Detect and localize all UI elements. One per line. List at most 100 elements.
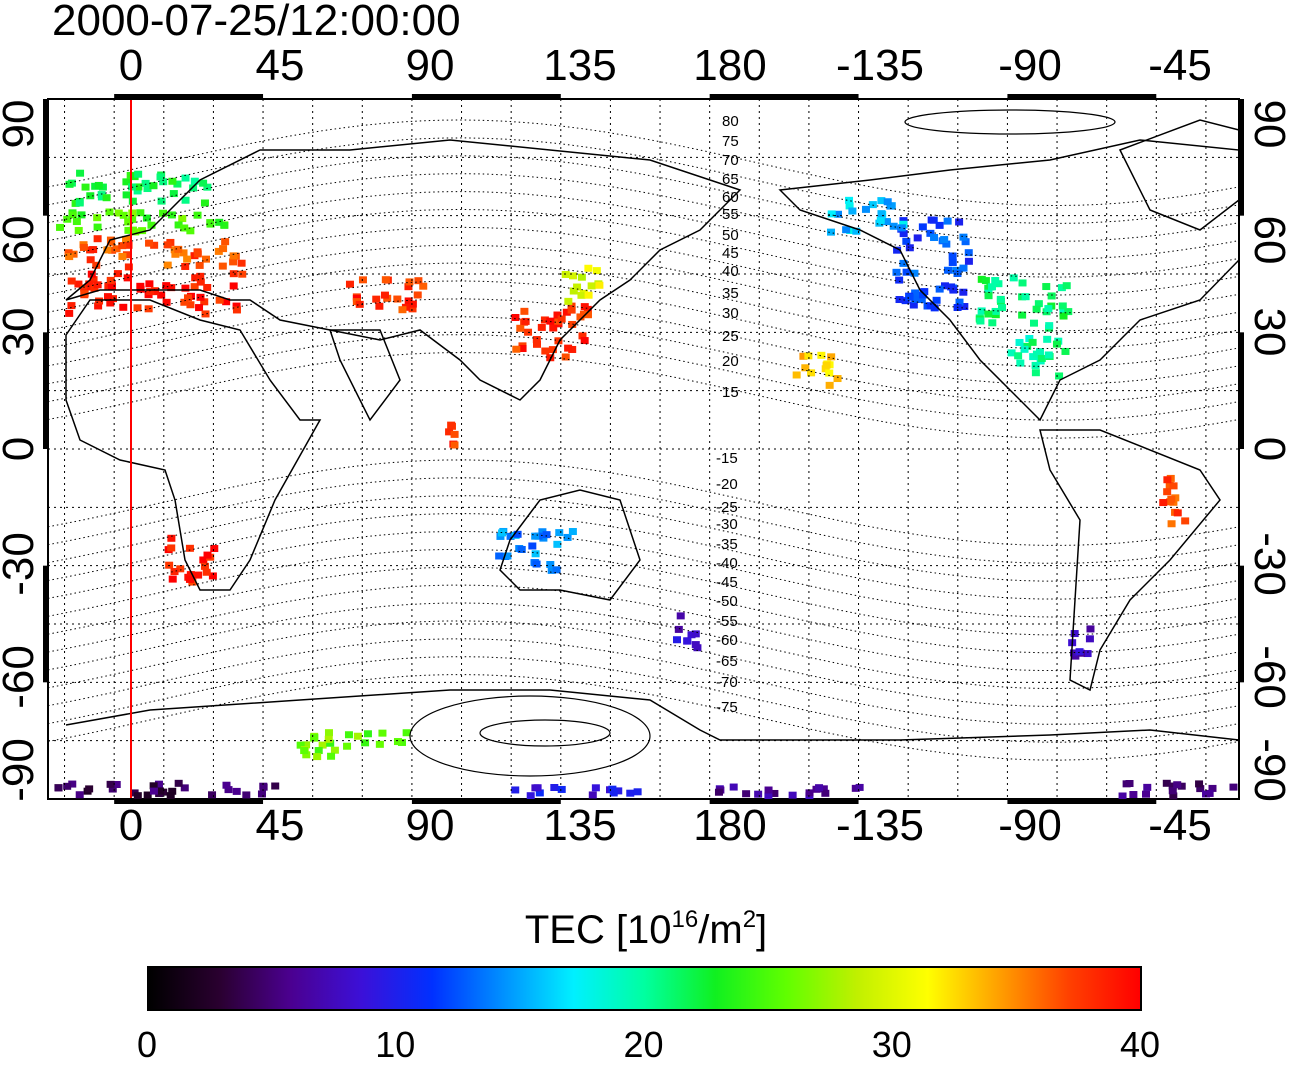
tec-cell (804, 352, 813, 360)
contour-line (47, 602, 1240, 690)
tec-cell (98, 183, 107, 191)
tec-cell (1163, 476, 1172, 484)
tec-cell (996, 295, 1005, 303)
tec-cell (168, 787, 177, 795)
tec-cell (86, 192, 95, 200)
contour-line (47, 334, 1240, 421)
contour-label: -30 (716, 516, 738, 533)
tec-cell (157, 291, 166, 299)
longitude-tick-label: 180 (693, 801, 767, 850)
contour-line (47, 155, 1240, 242)
tec-cell (136, 285, 145, 293)
tec-cell (580, 303, 589, 311)
tec-cell (179, 249, 188, 257)
frame-tick-right (1239, 99, 1244, 216)
tec-cell (876, 216, 885, 224)
tec-cell (203, 551, 212, 559)
tec-cell (145, 239, 154, 247)
colorbar-title: TEC [1016/m2] (524, 906, 768, 952)
tec-cell (827, 228, 836, 236)
tec-cell (122, 178, 131, 186)
tec-cell (141, 179, 150, 187)
tec-cell (683, 637, 692, 645)
tec-cell (512, 345, 521, 353)
tec-cell (76, 169, 85, 177)
tec-cell (133, 187, 142, 195)
tec-cell (520, 307, 529, 315)
tec-cell (930, 304, 939, 312)
longitude-tick-label: -90 (998, 41, 1062, 90)
frame-tick-left (43, 565, 48, 683)
tec-cell (102, 194, 111, 202)
tec-cell (221, 238, 230, 246)
tec-cell (314, 747, 323, 755)
contour-line (47, 513, 1240, 600)
tec-cell (326, 739, 335, 747)
tec-cell (67, 302, 76, 310)
longitude-tick-label: 0 (118, 801, 144, 850)
tec-cell (128, 197, 137, 205)
tec-cell (190, 283, 199, 291)
longitude-tick-label: -135 (835, 801, 925, 850)
tec-cell (926, 302, 935, 310)
tec-cell (214, 247, 223, 255)
contour-line (47, 656, 1240, 743)
tec-cell (1014, 352, 1023, 360)
tec-cell (821, 365, 830, 373)
colorbar-tick-label: 30 (871, 1024, 912, 1065)
tec-cell (145, 280, 154, 288)
tec-cell (398, 306, 407, 314)
tec-cell (169, 190, 178, 198)
tec-cell (591, 784, 600, 792)
tec-cell (911, 289, 920, 297)
tec-cell (208, 791, 217, 799)
contour-loop (479, 719, 611, 747)
longitude-tick-label: 90 (405, 41, 455, 90)
tec-cell (344, 731, 353, 739)
tec-cell (136, 209, 145, 217)
tec-cell (889, 222, 898, 230)
tec-cell (1059, 312, 1068, 320)
tec-cell (181, 262, 190, 270)
tec-cell (991, 276, 1000, 284)
latitude-tick-label: -90 (1245, 738, 1292, 802)
longitude-tick-label: -135 (835, 41, 925, 90)
tec-cell (825, 381, 834, 389)
tec-cell (229, 282, 238, 290)
tec-cell (176, 565, 185, 573)
contour-label: -75 (716, 699, 738, 716)
tec-cell (882, 218, 891, 226)
tec-cell (578, 332, 587, 340)
frame-tick-right (1239, 332, 1244, 449)
tec-cell (899, 220, 908, 228)
tec-cell (103, 246, 112, 254)
contour-line (47, 548, 1240, 636)
colorbar-tick-label: 20 (623, 1024, 664, 1065)
tec-cell (74, 226, 83, 234)
tec-cell (1167, 495, 1176, 503)
contour-line (47, 638, 1240, 725)
tec-cell (557, 785, 566, 793)
tec-cell (404, 283, 413, 291)
tec-cell (75, 199, 84, 207)
tec-cell (819, 785, 828, 793)
tec-cell (199, 179, 208, 187)
tec-cell (167, 211, 176, 219)
tec-cell (569, 272, 578, 280)
tec-cell (72, 218, 81, 226)
tec-cell (567, 302, 576, 310)
frame-tick-top (411, 94, 561, 99)
tec-cell (143, 791, 152, 799)
longitude-tick-label: 45 (255, 41, 305, 90)
tec-cell (232, 302, 241, 310)
tec-cell (85, 785, 94, 793)
tec-cell (181, 196, 190, 204)
tec-cell (206, 220, 215, 228)
tec-cell (626, 789, 635, 797)
tec-cell (899, 259, 908, 267)
tec-cell (902, 237, 911, 245)
contour-label: -20 (716, 476, 738, 493)
tec-cell (185, 544, 194, 552)
tec-cell (770, 789, 779, 797)
tec-cell (105, 208, 114, 216)
